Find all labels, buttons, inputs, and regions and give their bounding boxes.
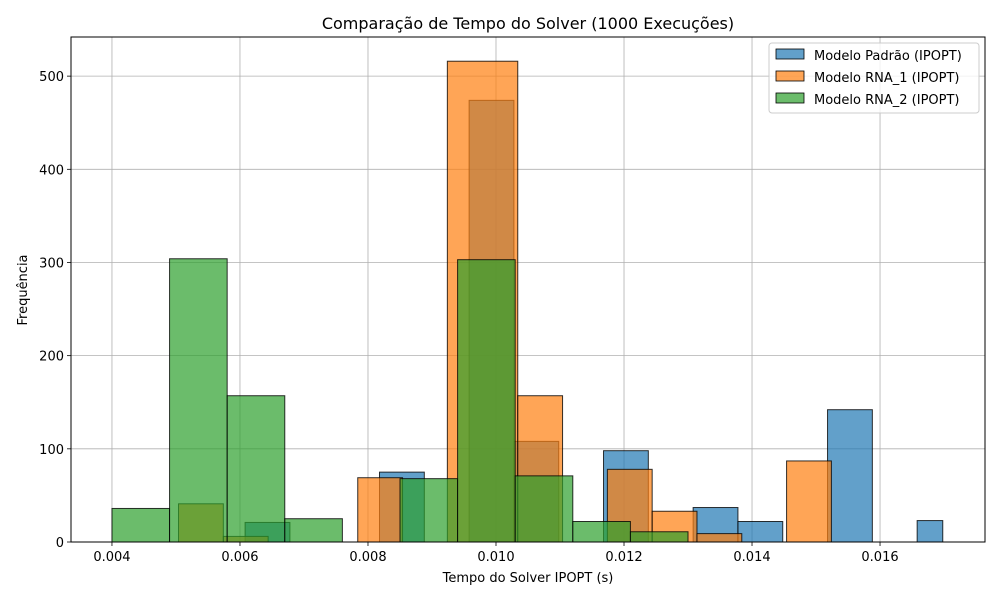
x-tick-label: 0.012 [605, 550, 642, 565]
bar-padrao [916, 520, 944, 543]
y-tick-label: 400 [39, 163, 64, 178]
y-tick-label: 100 [39, 443, 64, 458]
bar-rna2 [169, 258, 228, 543]
legend-swatch-rna1 [775, 70, 805, 82]
bar-rna2 [284, 518, 343, 543]
bar-rna2 [629, 531, 689, 543]
x-axis-label: Tempo do Solver IPOPT (s) [442, 571, 614, 586]
y-tick-label: 500 [39, 70, 64, 85]
legend-swatch-padrao [775, 48, 805, 60]
x-tick-label: 0.016 [861, 550, 898, 565]
series-rna2 [111, 258, 689, 543]
legend-label-rna1: Modelo RNA_1 (IPOPT) [814, 71, 960, 86]
series-padrao [244, 99, 944, 543]
legend-swatch-rna2 [775, 92, 805, 104]
legend: Modelo Padrão (IPOPT) Modelo RNA_1 (IPOP… [768, 42, 980, 114]
x-tick-label: 0.008 [349, 550, 386, 565]
x-tick-label: 0.006 [221, 550, 258, 565]
y-tick-label: 200 [39, 350, 64, 365]
bar-rna2 [226, 395, 286, 543]
y-tick-label: 300 [39, 256, 64, 271]
bar-rna2 [572, 521, 631, 543]
x-tick-label: 0.004 [93, 550, 130, 565]
bar-rna2 [399, 478, 459, 543]
y-tick-label: 0 [56, 536, 64, 551]
bar-rna1 [786, 460, 832, 543]
bar-padrao [737, 521, 784, 543]
legend-box [768, 42, 980, 114]
histogram-bars [111, 60, 944, 543]
legend-label-rna2: Modelo RNA_2 (IPOPT) [814, 93, 960, 108]
bar-rna2 [457, 259, 516, 543]
chart-title: Comparação de Tempo do Solver (1000 Exec… [322, 14, 734, 33]
axes: 0.004 0.006 0.008 0.010 0.012 0.014 0.016 0 100 2… [39, 70, 898, 565]
bar-rna2 [111, 507, 171, 543]
bar-rna1 [696, 533, 743, 543]
bar-rna2 [514, 475, 574, 543]
legend-label-padrao: Modelo Padrão (IPOPT) [814, 49, 962, 64]
x-tick-label: 0.010 [477, 550, 514, 565]
plot-frame [70, 36, 986, 543]
x-tick-label: 0.014 [733, 550, 770, 565]
bar-rna1 [357, 477, 404, 543]
bar-padrao [827, 409, 873, 543]
y-axis-label: Frequência [16, 254, 31, 325]
